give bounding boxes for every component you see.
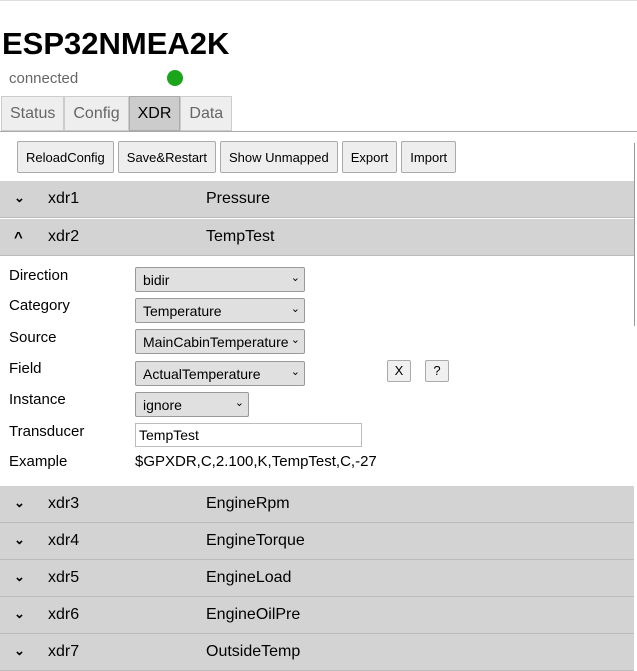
xdr-row[interactable]: ⌄ xdr7 OutsideTemp (0, 634, 634, 671)
chevron-down-icon[interactable]: ⌄ (14, 569, 25, 584)
row-id: xdr6 (48, 606, 80, 623)
status-indicator (167, 70, 183, 86)
app-title: ESP32NMEA2K (2, 26, 230, 61)
category-select[interactable]: Temperature ⌄ (135, 298, 305, 323)
chevron-down-icon[interactable]: ⌄ (14, 643, 25, 658)
chevron-down-icon[interactable]: ⌄ (14, 532, 25, 547)
row-id: xdr7 (48, 643, 80, 660)
tab-status[interactable]: Status (1, 96, 65, 131)
transducer-input[interactable] (135, 423, 362, 447)
row-name: EngineOilPre (206, 606, 301, 623)
top-border (0, 0, 637, 2)
row-name: TempTest (206, 228, 275, 245)
row-name: EngineLoad (206, 569, 292, 586)
toolbar: ReloadConfig Save&Restart Show Unmapped … (17, 141, 457, 173)
instance-value: ignore (143, 397, 182, 413)
transducer-label: Transducer (9, 423, 85, 440)
row-id: xdr4 (48, 532, 80, 549)
xdr-row[interactable]: ⌄ xdr4 EngineTorque (0, 523, 634, 560)
field-value: ActualTemperature (143, 366, 261, 382)
xdr-row[interactable]: ⌄ xdr1 Pressure (0, 181, 634, 218)
reload-config-button[interactable]: ReloadConfig (17, 141, 114, 173)
connection-status: connected (9, 70, 79, 87)
tab-data[interactable]: Data (180, 96, 233, 131)
instance-select[interactable]: ignore ⌄ (135, 392, 249, 417)
xdr-row[interactable]: ⌄ xdr6 EngineOilPre (0, 597, 634, 634)
row-name: OutsideTemp (206, 643, 301, 660)
category-label: Category (9, 297, 70, 314)
show-unmapped-button[interactable]: Show Unmapped (219, 141, 338, 173)
direction-select[interactable]: bidir ⌄ (135, 267, 305, 292)
chevron-up-icon[interactable]: ^ (14, 229, 23, 246)
row-id: xdr3 (48, 495, 80, 512)
field-label: Field (9, 360, 42, 377)
clear-field-button[interactable]: X (387, 360, 411, 382)
chevron-down-icon: ⌄ (288, 271, 300, 284)
chevron-down-icon[interactable]: ⌄ (14, 495, 25, 510)
chevron-down-icon: ⌄ (232, 396, 244, 409)
tab-xdr[interactable]: XDR (128, 96, 181, 131)
export-button[interactable]: Export (341, 141, 398, 173)
source-select[interactable]: MainCabinTemperature ⌄ (135, 329, 305, 354)
chevron-down-icon: ⌄ (288, 302, 300, 315)
tab-config[interactable]: Config (64, 96, 129, 131)
divider (0, 131, 637, 132)
source-label: Source (9, 329, 57, 346)
row-id: xdr2 (48, 228, 80, 245)
save-restart-button[interactable]: Save&Restart (117, 141, 216, 173)
chevron-down-icon: ⌄ (288, 365, 300, 378)
xdr-row[interactable]: ⌄ xdr5 EngineLoad (0, 560, 634, 597)
example-label: Example (9, 453, 68, 470)
xdr-row[interactable]: ^ xdr2 TempTest (0, 219, 634, 256)
row-name: EngineRpm (206, 495, 290, 512)
example-value: $GPXDR,C,2.100,K,TempTest,C,-27 (135, 453, 377, 470)
row-name: Pressure (206, 190, 271, 207)
import-button[interactable]: Import (401, 141, 457, 173)
direction-value: bidir (143, 272, 170, 288)
chevron-down-icon[interactable]: ⌄ (14, 190, 25, 205)
scrollbar[interactable] (634, 143, 635, 326)
direction-label: Direction (9, 267, 69, 284)
row-id: xdr5 (48, 569, 80, 586)
chevron-down-icon: ⌄ (288, 333, 300, 346)
row-name: EngineTorque (206, 532, 305, 549)
category-value: Temperature (143, 303, 222, 319)
tab-bar: Status Config XDR Data (1, 96, 233, 131)
instance-label: Instance (9, 391, 66, 408)
field-select[interactable]: ActualTemperature ⌄ (135, 361, 305, 386)
chevron-down-icon[interactable]: ⌄ (14, 606, 25, 621)
xdr-row[interactable]: ⌄ xdr3 EngineRpm (0, 486, 634, 523)
help-button[interactable]: ? (425, 360, 449, 382)
row-id: xdr1 (48, 190, 80, 207)
source-value: MainCabinTemperature (143, 334, 289, 350)
